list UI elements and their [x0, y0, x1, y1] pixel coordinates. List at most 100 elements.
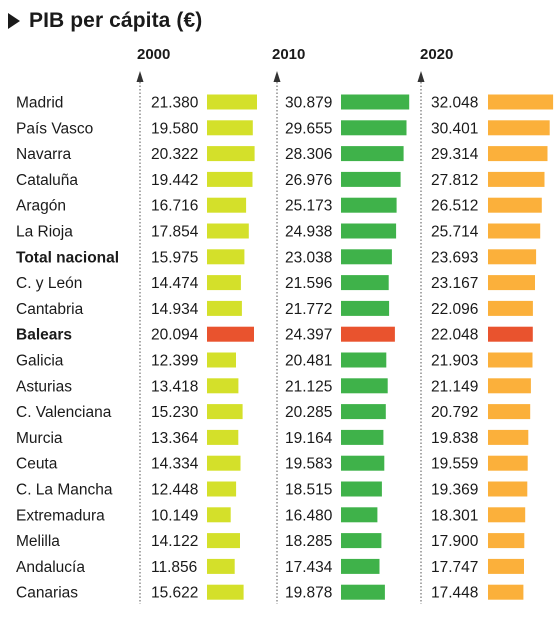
value-label-2010: 21.125 [285, 378, 332, 395]
bar-2010 [341, 533, 382, 549]
bar-2010 [341, 481, 382, 497]
column-header-2020: 2020 [420, 46, 453, 63]
bar-2000 [207, 378, 239, 394]
bar-2010 [341, 558, 380, 574]
value-label-2000: 17.854 [151, 224, 199, 241]
value-label-2000: 20.094 [151, 327, 199, 344]
value-label-2020: 23.167 [431, 275, 478, 292]
chart-title: PIB per cápita (€) [29, 9, 203, 32]
value-label-2010: 19.878 [285, 585, 332, 602]
bar-2000 [207, 455, 241, 471]
value-label-2010: 25.173 [285, 198, 332, 215]
value-label-2000: 14.934 [151, 301, 199, 318]
bar-2020 [488, 300, 533, 316]
region-label: Murcia [16, 430, 63, 447]
bar-2010 [341, 429, 384, 445]
bar-2010 [341, 378, 388, 394]
value-label-2000: 21.380 [151, 95, 199, 112]
value-label-2010: 23.038 [285, 249, 332, 266]
column-header-2000: 2000 [137, 46, 170, 63]
bar-2010 [341, 455, 385, 471]
region-label: Extremadura [16, 507, 105, 524]
bar-2020 [488, 223, 541, 239]
value-label-2010: 21.596 [285, 275, 332, 292]
bar-2020 [488, 455, 528, 471]
bar-2020 [488, 94, 554, 110]
bar-2010 [341, 94, 410, 110]
value-label-2020: 22.096 [431, 301, 478, 318]
region-label: Andalucía [16, 559, 85, 576]
value-label-2020: 32.048 [431, 95, 478, 112]
value-label-2020: 20.792 [431, 404, 478, 421]
value-label-2000: 15.975 [151, 249, 198, 266]
value-label-2000: 19.580 [151, 120, 199, 137]
axis-arrow-icon-2010 [273, 71, 281, 82]
value-label-2020: 26.512 [431, 198, 478, 215]
bar-2020 [488, 249, 537, 265]
value-label-2020: 29.314 [431, 146, 479, 163]
bar-2020 [488, 378, 531, 394]
bar-2020 [488, 275, 535, 291]
value-label-2000: 12.448 [151, 482, 198, 499]
bar-2020 [488, 558, 524, 574]
region-label: Navarra [16, 146, 72, 163]
bar-2000 [207, 507, 231, 523]
bar-2020 [488, 120, 550, 136]
value-label-2010: 29.655 [285, 120, 332, 137]
value-label-2020: 17.900 [431, 533, 479, 550]
region-label: C. y León [16, 275, 82, 292]
bar-2020 [488, 171, 545, 187]
value-label-2000: 19.442 [151, 172, 198, 189]
value-label-2000: 20.322 [151, 146, 198, 163]
bar-2020 [488, 429, 529, 445]
bar-2020 [488, 507, 526, 523]
region-label: C. Valenciana [16, 404, 112, 421]
value-label-2010: 24.938 [285, 224, 332, 241]
bar-2010 [341, 249, 392, 265]
bar-2000 [207, 275, 241, 291]
value-label-2020: 30.401 [431, 120, 478, 137]
region-label: La Rioja [16, 224, 73, 241]
bar-2010 [341, 146, 404, 162]
bar-2020 [488, 197, 542, 213]
value-label-2010: 19.583 [285, 456, 332, 473]
bar-2000 [207, 146, 255, 162]
value-label-2020: 23.693 [431, 249, 478, 266]
bar-2020 [488, 326, 533, 342]
chart-title-block: PIB per cápita (€) [8, 8, 202, 34]
value-label-2000: 15.230 [151, 404, 199, 421]
value-label-2010: 30.879 [285, 95, 332, 112]
bar-2000 [207, 171, 253, 187]
value-label-2000: 14.334 [151, 456, 199, 473]
bar-2000 [207, 326, 254, 342]
value-label-2020: 17.747 [431, 559, 478, 576]
bar-2020 [488, 404, 531, 420]
bar-2000 [207, 558, 235, 574]
triangle-bullet-icon [8, 13, 20, 29]
value-label-2020: 21.149 [431, 378, 478, 395]
value-label-2000: 10.149 [151, 507, 198, 524]
value-label-2010: 20.285 [285, 404, 332, 421]
value-label-2000: 11.856 [151, 559, 197, 576]
bar-2010 [341, 223, 397, 239]
bar-2010 [341, 326, 395, 342]
bar-2020 [488, 481, 528, 497]
value-label-2010: 18.515 [285, 482, 332, 499]
value-label-2010: 16.480 [285, 507, 333, 524]
region-label: Aragón [16, 198, 66, 215]
bar-2010 [341, 120, 407, 136]
region-label: Galicia [16, 353, 64, 370]
bar-2010 [341, 197, 397, 213]
value-label-2010: 20.481 [285, 353, 332, 370]
bar-2010 [341, 300, 390, 316]
value-label-2010: 21.772 [285, 301, 332, 318]
bar-2020 [488, 146, 548, 162]
value-label-2000: 14.122 [151, 533, 198, 550]
bar-2020 [488, 533, 525, 549]
axis-arrow-icon-2000 [136, 71, 144, 82]
value-label-2020: 18.301 [431, 507, 478, 524]
bar-2010 [341, 404, 386, 420]
bar-2010 [341, 171, 401, 187]
value-label-2000: 13.364 [151, 430, 199, 447]
value-label-2010: 26.976 [285, 172, 332, 189]
